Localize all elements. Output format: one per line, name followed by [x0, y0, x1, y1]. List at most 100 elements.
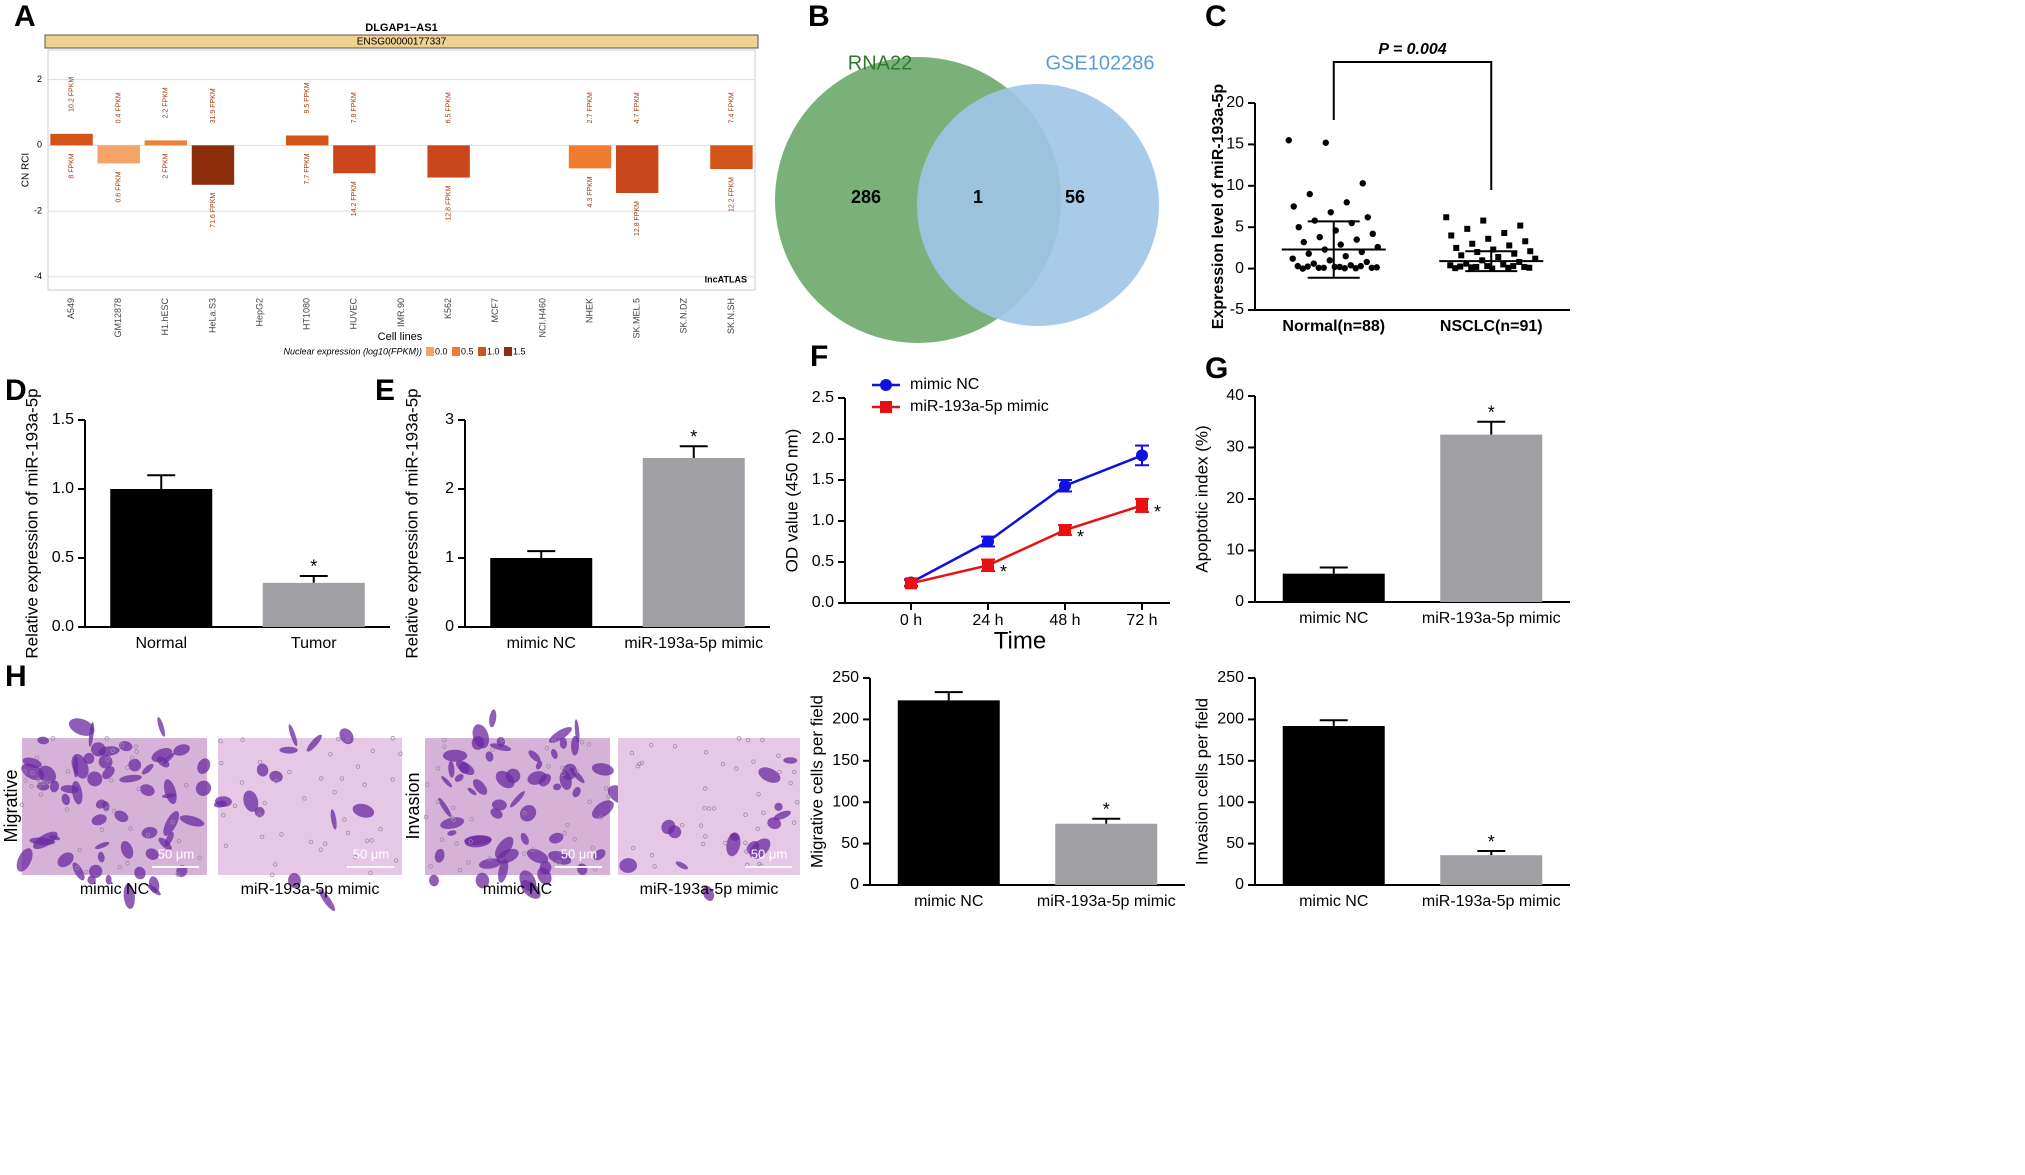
y-tick-label: 0	[850, 876, 859, 893]
point	[1369, 230, 1376, 238]
cell	[447, 830, 457, 836]
cell	[520, 832, 529, 845]
image-caption: mimic NC	[483, 881, 552, 898]
x-tick-label: SK.N.DZ	[679, 298, 689, 334]
pore	[720, 762, 726, 767]
cell	[141, 763, 154, 775]
cell	[489, 709, 497, 728]
bar	[615, 145, 659, 194]
cell	[37, 736, 49, 745]
cell	[61, 793, 71, 806]
x-tick-label: IMR.90	[396, 298, 406, 327]
cell	[269, 770, 283, 783]
panel-label: E	[375, 374, 395, 407]
cell	[509, 791, 525, 808]
bar	[568, 145, 612, 169]
pore	[42, 780, 47, 785]
x-tick-label: miR-193a-5p mimic	[1037, 893, 1176, 910]
y-tick-label: -5	[1230, 301, 1244, 318]
pore	[279, 832, 284, 837]
pore	[442, 737, 447, 743]
pore	[734, 766, 739, 771]
bar	[286, 135, 329, 146]
point	[1059, 524, 1071, 537]
cell	[574, 719, 580, 743]
value-label: 31.9 FPKM	[210, 88, 217, 123]
pore	[218, 738, 223, 744]
panel-label: H	[5, 660, 27, 693]
pore	[34, 755, 40, 760]
cell	[38, 765, 57, 784]
x-tick-label: Normal	[135, 635, 187, 652]
cell	[97, 851, 105, 863]
cell	[339, 728, 354, 745]
y-tick-label: 5	[1235, 218, 1244, 235]
scale-bar-label: 50 μm	[751, 846, 787, 861]
pore	[736, 736, 742, 741]
point	[1347, 262, 1354, 269]
point	[905, 577, 917, 590]
pore	[629, 750, 635, 756]
pore	[490, 747, 495, 752]
cell	[774, 802, 783, 811]
cell	[702, 885, 715, 901]
point	[1526, 264, 1533, 271]
cell	[458, 762, 470, 774]
pore	[219, 760, 224, 766]
x-tick-label: NSCLC(n=91)	[1440, 318, 1543, 335]
point	[1343, 199, 1350, 206]
point	[1310, 260, 1317, 267]
value-label: 0.4 FPKM	[116, 92, 123, 123]
point	[1359, 180, 1366, 187]
point	[982, 559, 994, 572]
image-caption: miR-193a-5p mimic	[241, 881, 380, 898]
cell	[120, 840, 134, 859]
x-axis-label: Time	[994, 627, 1046, 654]
cell	[467, 787, 477, 796]
y-axis-label: Relative expression of miR-193a-5p	[22, 388, 41, 658]
pore	[50, 736, 56, 741]
x-tick-label: mimic NC	[914, 893, 983, 910]
cell	[783, 757, 798, 764]
pore	[136, 786, 141, 791]
cell	[490, 808, 503, 819]
value-label: 71.6 FPKM	[210, 193, 217, 228]
point	[1059, 479, 1071, 492]
y-tick-label: 20	[1226, 490, 1244, 507]
cell	[440, 817, 465, 829]
x-tick-label: mimic NC	[507, 635, 576, 652]
pore	[273, 862, 278, 867]
pore	[77, 847, 82, 853]
cell	[526, 848, 549, 864]
x-tick-label: mimic NC	[1299, 610, 1368, 627]
x-tick-label: Normal(n=88)	[1282, 318, 1385, 335]
venn-set	[917, 84, 1159, 326]
cell	[254, 806, 265, 818]
pore	[698, 823, 704, 828]
x-tick-label: K562	[443, 298, 453, 319]
x-tick-label: SK.N.SH	[726, 298, 736, 334]
bar	[97, 145, 140, 164]
pore	[104, 736, 110, 741]
panel-label: A	[14, 0, 36, 33]
legend-label: 1.5	[513, 346, 526, 356]
x-tick-label: SK.MEL.5	[632, 298, 642, 339]
cell	[145, 848, 159, 860]
cell	[88, 864, 103, 878]
cell	[562, 763, 577, 780]
point	[1306, 190, 1313, 198]
pore	[133, 744, 139, 749]
point	[1527, 248, 1534, 255]
pore	[240, 737, 245, 742]
pore	[587, 799, 592, 804]
pore	[469, 817, 474, 822]
cell	[306, 734, 322, 752]
pore	[777, 769, 782, 775]
cell	[195, 780, 212, 796]
cell	[87, 875, 96, 885]
legend-label: 0.5	[461, 346, 474, 356]
point	[1485, 235, 1492, 242]
y-tick-label: 0	[1235, 876, 1244, 893]
pore	[579, 740, 585, 745]
cell	[548, 850, 572, 865]
